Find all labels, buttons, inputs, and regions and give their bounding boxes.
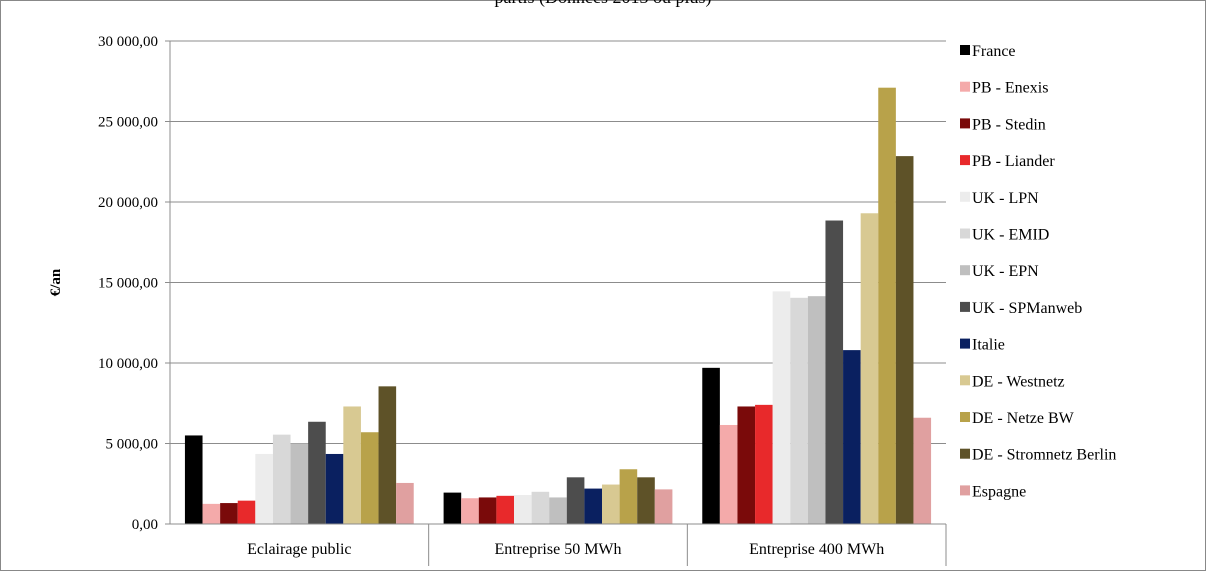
bar-france [443, 492, 462, 524]
bar-pb-liander [755, 404, 773, 524]
bar-de-netze-bw [878, 87, 896, 524]
bar-france [184, 435, 203, 524]
legend-swatch [960, 301, 970, 312]
bar-uk-epn [807, 296, 826, 524]
legend-label: France [972, 43, 1016, 60]
legend-label: DE - Westnetz [972, 373, 1065, 390]
bar-italie [325, 453, 344, 524]
legend-label: PB - Liander [972, 153, 1055, 170]
bar-pb-liander [237, 500, 256, 524]
legend-label: Italie [972, 337, 1005, 354]
bar-de-stromnetz-berlin [378, 386, 397, 524]
legend-swatch [960, 265, 970, 276]
bar-uk-emid [790, 297, 808, 524]
bar-de-stromnetz-berlin [637, 477, 655, 524]
bar-de-stromnetz-berlin [895, 156, 914, 525]
bar-uk-spmanweb [825, 220, 844, 524]
bar-de-westnetz [343, 406, 361, 524]
legend-label: DE - Netze BW [972, 410, 1075, 427]
legend-swatch [960, 81, 970, 92]
bar-uk-spmanweb [566, 477, 585, 524]
y-tick-label: 15 000,00 [98, 276, 158, 292]
x-tick-label: Entreprise 50 MWh [494, 541, 621, 558]
bar-uk-emid [531, 491, 550, 524]
legend-swatch [960, 155, 970, 166]
legend-label: PB - Enexis [972, 80, 1048, 97]
legend-label: PB - Stedin [972, 116, 1046, 133]
bar-de-westnetz [860, 213, 879, 524]
bar-pb-stedin [478, 497, 497, 524]
legend-label: UK - EPN [972, 263, 1039, 280]
legend-swatch [960, 338, 970, 349]
bar-pb-enexis [202, 503, 221, 524]
bar-pb-liander [496, 495, 514, 524]
legend-swatch [960, 228, 970, 239]
bar-pb-enexis [461, 498, 479, 524]
bar-uk-lpn [514, 495, 532, 524]
bar-pb-stedin [737, 406, 756, 524]
bar-pb-stedin [220, 503, 238, 524]
bar-pb-enexis [719, 424, 738, 524]
bar-uk-epn [290, 443, 309, 524]
bar-uk-spmanweb [308, 421, 326, 524]
y-axis-label: €/an [48, 268, 64, 296]
bar-italie [843, 350, 861, 524]
x-tick-label: Entreprise 400 MWh [749, 541, 884, 558]
y-tick-label: 30 000,00 [98, 34, 158, 50]
legend-swatch [960, 191, 970, 202]
legend-swatch [960, 118, 970, 129]
bar-de-westnetz [602, 484, 620, 524]
legend-swatch [960, 375, 970, 386]
y-tick-label: 5 000,00 [106, 437, 159, 453]
bar-de-netze-bw [360, 432, 379, 524]
bar-espagne [654, 489, 673, 524]
legend-label: UK - EMID [972, 227, 1049, 244]
legend-swatch [960, 45, 970, 55]
legend-label: UK - LPN [972, 190, 1039, 207]
x-tick-label: Eclairage public [247, 541, 351, 558]
legend-swatch [960, 485, 970, 496]
chart-title: partis (Données 2013 ou plus) [0, 0, 1206, 8]
y-tick-label: 10 000,00 [98, 356, 158, 372]
y-tick-label: 25 000,00 [98, 115, 158, 131]
legend-label: DE - Stromnetz Berlin [972, 447, 1116, 464]
bar-uk-lpn [772, 291, 791, 524]
bar-uk-epn [549, 497, 567, 524]
legend-swatch [960, 412, 970, 422]
legend-label: Espagne [972, 483, 1026, 500]
legend-swatch [960, 448, 970, 459]
y-tick-label: 20 000,00 [98, 195, 158, 211]
bar-espagne [913, 417, 932, 524]
bar-uk-emid [272, 434, 291, 524]
y-tick-label: 0,00 [132, 517, 158, 533]
bar-de-netze-bw [619, 469, 638, 524]
bar-uk-lpn [255, 453, 273, 524]
bar-italie [584, 488, 602, 524]
legend-label: UK - SPManweb [972, 300, 1082, 317]
bar-france [702, 367, 720, 524]
bar-espagne [396, 482, 414, 524]
